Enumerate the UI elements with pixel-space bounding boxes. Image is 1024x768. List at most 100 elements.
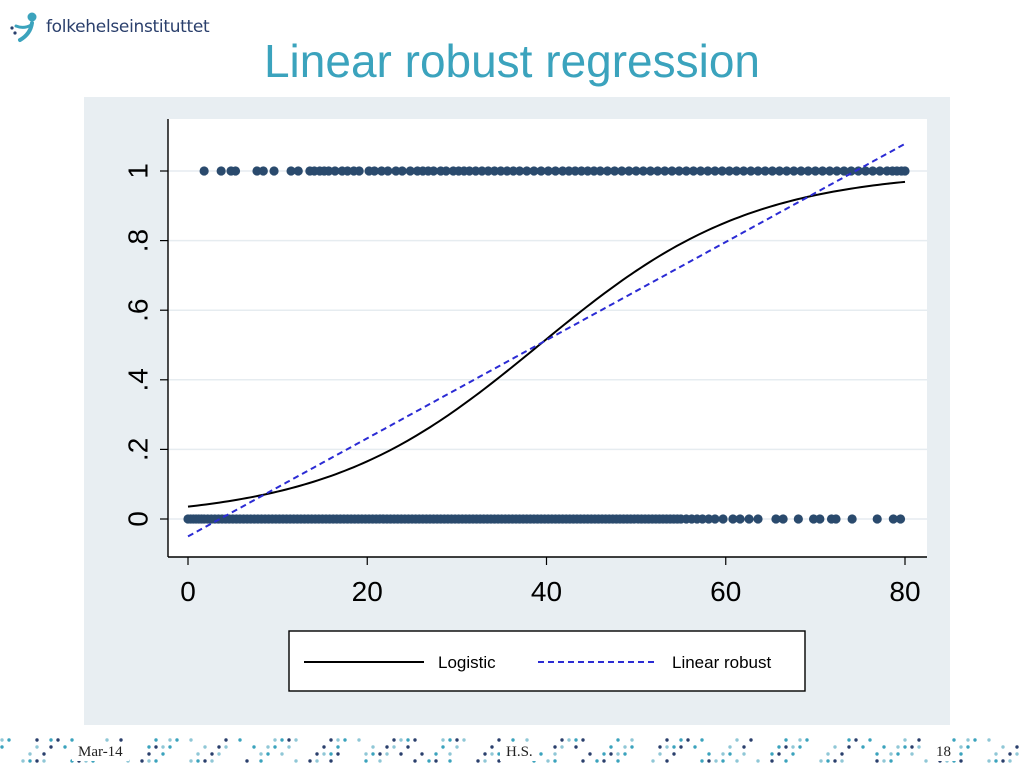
data-point — [846, 166, 856, 176]
footer-dot — [749, 738, 753, 742]
footer-dot — [630, 745, 634, 749]
x-tick-label: 0 — [180, 576, 196, 607]
footer-dot — [427, 759, 431, 763]
footer-dot — [819, 759, 823, 763]
footer-dot — [588, 752, 592, 756]
data-point — [839, 166, 849, 176]
footer-dot — [875, 759, 879, 763]
data-point — [789, 166, 799, 176]
footer-dot — [623, 752, 627, 756]
footer-dot — [525, 738, 529, 742]
data-point — [216, 166, 226, 176]
data-point — [815, 514, 825, 524]
footer-dot — [784, 745, 788, 749]
footer-dot — [490, 745, 494, 749]
data-point — [230, 166, 241, 176]
footer-dot — [476, 759, 480, 763]
footer-author: H.S. — [500, 744, 539, 761]
footer-dot — [455, 745, 459, 749]
footer-dot — [336, 745, 340, 749]
linear-robust-line — [187, 142, 906, 538]
data-point — [825, 166, 835, 176]
footer-dot — [560, 738, 564, 742]
chart-panel: 0 .2 .4 .6 .8 1 0 20 40 60 80 Logistic Linear robus… — [84, 97, 950, 725]
footer-dot — [840, 759, 844, 763]
data-point — [831, 514, 841, 524]
footer-dot — [21, 759, 25, 763]
footer-dot — [784, 738, 788, 742]
data-point — [660, 166, 670, 176]
footer-dot — [973, 738, 977, 742]
footer-dot — [882, 759, 886, 763]
data-point — [718, 514, 728, 524]
footer-dot — [371, 745, 375, 749]
footer-dot — [322, 752, 326, 756]
footer-dot — [966, 738, 970, 742]
data-point — [724, 166, 734, 176]
footer-dot — [798, 738, 802, 742]
footer-dot — [287, 738, 291, 742]
x-tick-label: 40 — [531, 576, 562, 607]
footer-dot — [119, 738, 123, 742]
data-point — [286, 166, 296, 176]
footer-dot — [434, 752, 438, 756]
data-point — [405, 166, 415, 176]
footer-dot — [448, 759, 452, 763]
footer-dot — [378, 752, 382, 756]
footer-dot — [273, 738, 277, 742]
scatter-points — [183, 166, 910, 524]
footer-dot — [280, 752, 284, 756]
footer-dot — [294, 738, 298, 742]
footer-dot — [805, 738, 809, 742]
footer-dot — [511, 738, 515, 742]
footer-dot — [574, 745, 578, 749]
footer-dot — [728, 752, 732, 756]
footer-dot — [560, 745, 564, 749]
footer-dot — [189, 759, 193, 763]
footer-dot — [49, 738, 53, 742]
footer-dot — [483, 759, 487, 763]
legend-label: Linear robust — [672, 653, 772, 672]
data-point — [441, 166, 451, 176]
footer-dot — [875, 752, 879, 756]
data-point — [696, 166, 706, 176]
footer-dot — [553, 759, 557, 763]
footer-dot — [959, 752, 963, 756]
footer-dot — [987, 759, 991, 763]
footer-dot — [399, 752, 403, 756]
footer-dot — [609, 752, 613, 756]
y-tick-label: .8 — [123, 229, 154, 252]
footer-dot — [735, 738, 739, 742]
footer-dot — [42, 752, 46, 756]
footer-dot — [175, 738, 179, 742]
footer-dot — [847, 745, 851, 749]
footer-dot — [840, 752, 844, 756]
slide-title: Linear robust regression — [263, 35, 761, 87]
footer-dot — [721, 759, 725, 763]
data-point — [860, 166, 871, 176]
data-point — [832, 166, 842, 176]
footer-dot — [35, 738, 39, 742]
footer-dot — [497, 738, 501, 742]
footer-dot — [266, 745, 270, 749]
footer-dot — [154, 759, 158, 763]
footer-dot — [658, 745, 662, 749]
data-point — [900, 166, 910, 176]
footer-dot — [770, 752, 774, 756]
data-point — [631, 166, 641, 176]
data-point — [543, 166, 553, 176]
footer-dot — [364, 759, 368, 763]
data-point — [771, 514, 781, 524]
footer-dot — [70, 738, 74, 742]
data-point — [895, 514, 906, 524]
data-point — [383, 166, 393, 176]
footer-dot — [364, 752, 368, 756]
footer-dot — [791, 752, 795, 756]
footer-dot — [105, 738, 109, 742]
footer-dot — [203, 745, 207, 749]
data-point — [199, 166, 209, 176]
footer-dot — [259, 759, 263, 763]
footer-dot — [196, 752, 200, 756]
footer-dot — [602, 752, 606, 756]
footer-dot — [161, 752, 165, 756]
